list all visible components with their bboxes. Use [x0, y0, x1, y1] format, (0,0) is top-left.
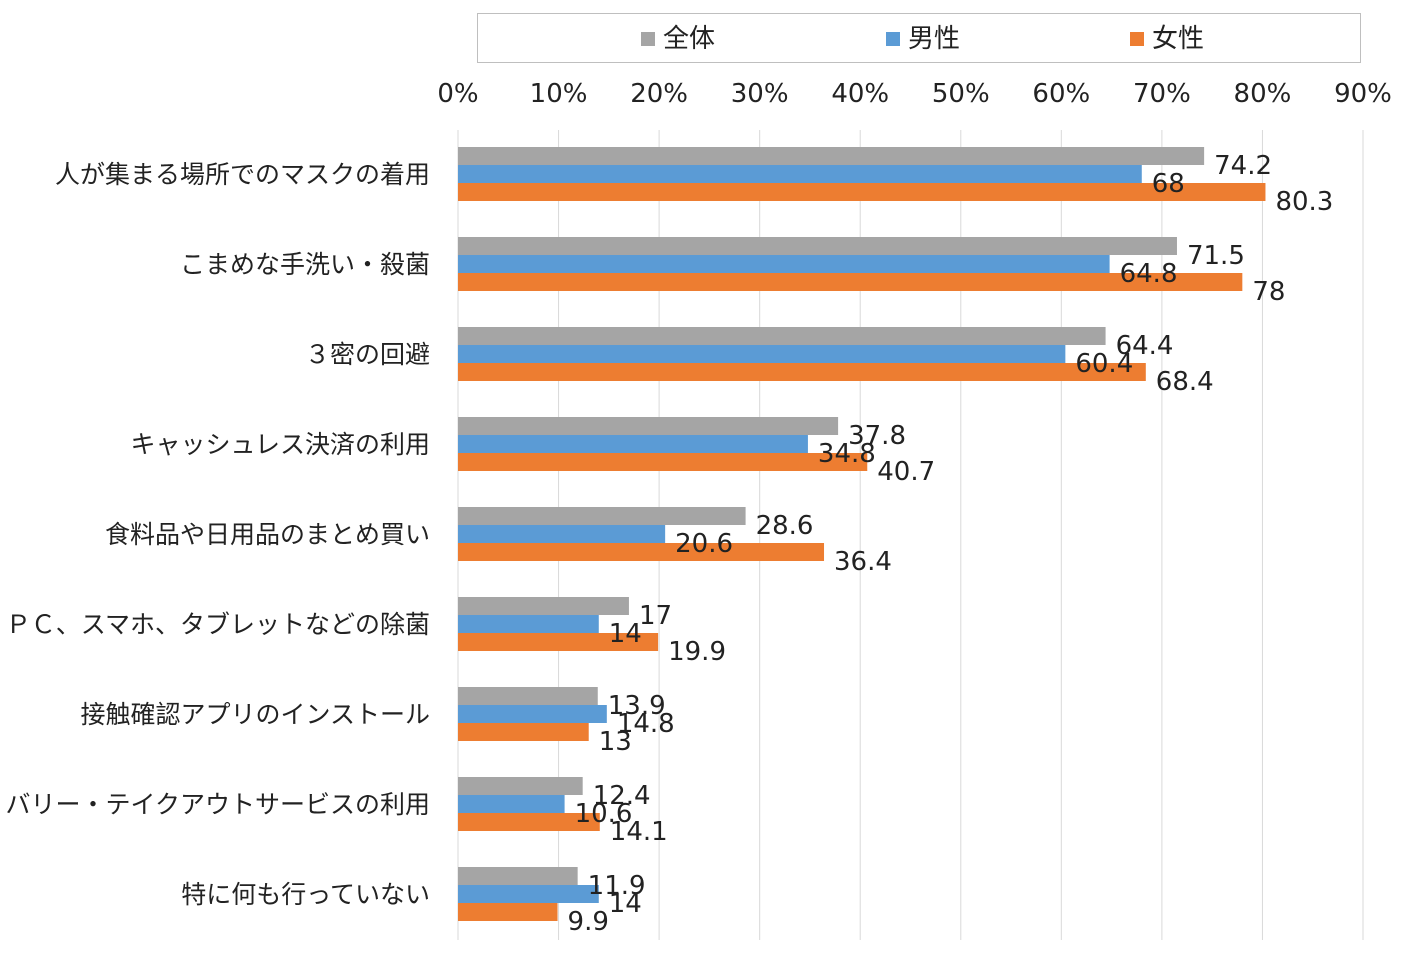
data-label: 10.6 [575, 799, 633, 829]
data-label: 14 [609, 619, 642, 649]
bar [458, 885, 599, 903]
bar [458, 345, 1066, 363]
data-label: 68.4 [1156, 367, 1214, 397]
category-label: 食料品や日用品のまとめ買い [105, 520, 430, 549]
data-label: 14.8 [617, 709, 675, 739]
bar [458, 525, 666, 543]
legend-swatch-male [886, 32, 900, 46]
data-label: 11.9 [588, 871, 646, 901]
data-label: 64.4 [1116, 331, 1174, 361]
x-tick-label: 90% [1334, 79, 1392, 109]
x-tick-label: 80% [1234, 79, 1292, 109]
data-label: 28.6 [756, 511, 814, 541]
data-label: 37.8 [848, 421, 906, 451]
bar [458, 597, 629, 615]
bar [458, 903, 558, 921]
category-label: ＰＣ、スマホ、タブレットなどの除菌 [6, 610, 430, 639]
category-label: キャッシュレス決済の利用 [130, 430, 430, 459]
bar [458, 543, 825, 561]
bar [458, 255, 1110, 273]
bar [458, 687, 598, 705]
data-label: 74.2 [1214, 151, 1272, 181]
bar [458, 867, 578, 885]
x-tick-label: 50% [932, 79, 990, 109]
bar [458, 183, 1266, 201]
legend-swatch-female [1130, 32, 1144, 46]
category-label: 接触確認アプリのインストール [80, 700, 430, 729]
bar [458, 417, 839, 435]
data-label: 17 [639, 601, 672, 631]
category-label: 人が集まる場所でのマスクの着用 [55, 160, 430, 189]
legend: 全体 男性 女性 [477, 13, 1361, 63]
bar [458, 237, 1177, 255]
legend-label-all: 全体 [663, 24, 716, 54]
bar [458, 453, 868, 471]
bar [458, 723, 589, 741]
bar [458, 615, 599, 633]
bar [458, 435, 808, 453]
bar [458, 633, 659, 651]
legend-swatch-all [641, 32, 655, 46]
legend-item-male: 男性 [886, 24, 960, 54]
data-label: 20.6 [675, 529, 733, 559]
bar [458, 273, 1243, 291]
data-label: 80.3 [1275, 187, 1333, 217]
data-labels: 74.2 68 80.3 71.5 64.8 78 64.460.4 68.4 37.834.8… [568, 151, 1334, 937]
data-label: 13 [599, 727, 632, 757]
x-tick-label: 70% [1133, 79, 1191, 109]
data-label: 60.4 [1075, 349, 1133, 379]
x-axis-ticks: 0% 10% 20% 30% 40% 50% 60% 70% 80% 90% [437, 79, 1392, 109]
legend-label-female: 女性 [1152, 24, 1205, 54]
x-tick-label: 60% [1032, 79, 1090, 109]
data-label: 9.9 [568, 907, 609, 937]
bar [458, 363, 1146, 381]
data-label: 40.7 [877, 457, 935, 487]
bar [458, 147, 1205, 165]
x-tick-label: 10% [530, 79, 588, 109]
bar [458, 777, 583, 795]
data-label: 34.8 [818, 439, 876, 469]
bar [458, 705, 607, 723]
category-label: デリバリー・テイクアウトサービスの利用 [0, 790, 430, 819]
data-label: 13.9 [608, 691, 666, 721]
bars [458, 147, 1266, 921]
data-label: 71.5 [1187, 241, 1245, 271]
category-label: こまめな手洗い・殺菌 [180, 250, 430, 279]
data-label: 68 [1152, 169, 1185, 199]
bar [458, 507, 746, 525]
legend-item-female: 女性 [1130, 24, 1204, 54]
bar [458, 795, 565, 813]
data-label: 36.4 [834, 547, 892, 577]
x-tick-label: 30% [731, 79, 789, 109]
category-label: 特に何も行っていない [181, 880, 430, 909]
x-tick-label: 0% [437, 79, 478, 109]
x-tick-label: 40% [831, 79, 889, 109]
bar [458, 327, 1106, 345]
bar [458, 813, 600, 831]
category-label: ３密の回避 [305, 340, 430, 369]
data-label: 14 [609, 889, 642, 919]
data-label: 78 [1252, 277, 1285, 307]
legend-label-male: 男性 [908, 24, 961, 54]
bar [458, 165, 1142, 183]
x-tick-label: 20% [630, 79, 688, 109]
data-label: 19.9 [668, 637, 726, 667]
data-label: 14.1 [610, 817, 668, 847]
legend-item-all: 全体 [641, 24, 715, 54]
data-label: 64.8 [1120, 259, 1178, 289]
data-label: 12.4 [593, 781, 651, 811]
